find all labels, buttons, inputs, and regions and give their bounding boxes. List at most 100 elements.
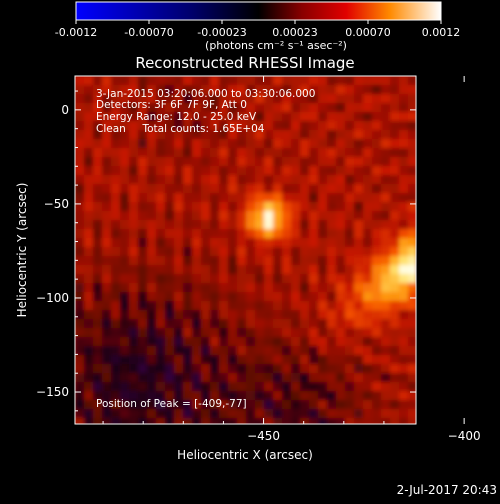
heatmap-cell <box>363 328 373 338</box>
heatmap-cell <box>318 76 328 86</box>
heatmap-cell <box>291 166 301 176</box>
heatmap-cell <box>408 256 416 266</box>
heatmap-cell <box>291 193 301 203</box>
heatmap-cell <box>282 184 292 194</box>
heatmap-cell <box>192 319 202 329</box>
heatmap-cell <box>84 94 94 104</box>
heatmap-cell <box>273 310 283 320</box>
heatmap-cell <box>183 400 193 410</box>
heatmap-cell <box>273 220 283 230</box>
heatmap-cell <box>93 355 103 365</box>
heatmap-cell <box>174 418 184 424</box>
heatmap-cell <box>192 274 202 284</box>
heatmap-cell <box>93 256 103 266</box>
heatmap-cell <box>282 364 292 374</box>
heatmap-cell <box>345 319 355 329</box>
heatmap-cell <box>354 85 364 95</box>
heatmap-cell <box>84 157 94 167</box>
heatmap-cell <box>255 220 265 230</box>
heatmap-cell <box>75 211 85 221</box>
heatmap-cell <box>93 85 103 95</box>
heatmap-cell <box>192 112 202 122</box>
heatmap-cell <box>300 400 310 410</box>
heatmap-cell <box>156 220 166 230</box>
heatmap-cell <box>300 220 310 230</box>
heatmap-cell <box>75 247 85 257</box>
heatmap-cell <box>264 130 274 140</box>
heatmap-cell <box>93 391 103 401</box>
heatmap-cell <box>264 319 274 329</box>
heatmap-cell <box>201 247 211 257</box>
heatmap-cell <box>264 139 274 149</box>
heatmap-cell <box>93 310 103 320</box>
heatmap-cell <box>156 76 166 86</box>
heatmap-cell <box>192 292 202 302</box>
heatmap-cell <box>75 148 85 158</box>
heatmap-cell <box>129 229 139 239</box>
heatmap-cell <box>237 175 247 185</box>
heatmap-cell <box>93 382 103 392</box>
heatmap-cell <box>291 283 301 293</box>
heatmap-cell <box>282 148 292 158</box>
heatmap-cell <box>291 409 301 419</box>
heatmap-cell <box>408 364 416 374</box>
heatmap-cell <box>237 94 247 104</box>
heatmap-cell <box>102 76 112 86</box>
heatmap-cell <box>75 355 85 365</box>
heatmap-cell <box>363 355 373 365</box>
heatmap-cell <box>192 256 202 266</box>
heatmap-cell <box>345 328 355 338</box>
heatmap-cell <box>120 337 130 347</box>
heatmap-cell <box>192 220 202 230</box>
heatmap-cell <box>93 130 103 140</box>
heatmap-cell <box>129 391 139 401</box>
heatmap-cell <box>156 85 166 95</box>
heatmap-cell <box>318 157 328 167</box>
heatmap-cell <box>93 202 103 212</box>
heatmap-cell <box>381 391 391 401</box>
heatmap-cell <box>93 139 103 149</box>
heatmap-cell <box>102 148 112 158</box>
colorbar <box>75 1 442 21</box>
heatmap-cell <box>246 274 256 284</box>
heatmap-cell <box>228 157 238 167</box>
heatmap-cell <box>111 220 121 230</box>
heatmap-cell <box>111 229 121 239</box>
heatmap-cell <box>75 391 85 401</box>
heatmap-cell <box>183 121 193 131</box>
heatmap-cell <box>264 409 274 419</box>
heatmap-cell <box>399 355 409 365</box>
heatmap-cell <box>183 211 193 221</box>
heatmap-cell <box>363 247 373 257</box>
heatmap-cell <box>156 229 166 239</box>
heatmap-cell <box>336 256 346 266</box>
heatmap-cell <box>399 373 409 383</box>
heatmap-cell <box>309 76 319 86</box>
heatmap-cell <box>246 310 256 320</box>
heatmap-cell <box>93 238 103 248</box>
heatmap-cell <box>147 130 157 140</box>
heatmap-cell <box>183 229 193 239</box>
heatmap-cell <box>354 130 364 140</box>
heatmap-cell <box>390 220 400 230</box>
heatmap-cell <box>354 400 364 410</box>
heatmap-cell <box>111 400 121 410</box>
heatmap-cell <box>156 112 166 122</box>
heatmap-cell <box>156 355 166 365</box>
heatmap-cell <box>408 319 416 329</box>
colorbar-tick-label: -0.0012 <box>55 26 97 39</box>
heatmap-cell <box>210 175 220 185</box>
heatmap-cell <box>354 319 364 329</box>
heatmap-cell <box>120 391 130 401</box>
heatmap-cell <box>309 400 319 410</box>
heatmap-cell <box>282 175 292 185</box>
heatmap-cell <box>129 346 139 356</box>
heatmap-cell <box>219 202 229 212</box>
heatmap-cell <box>408 76 416 86</box>
heatmap-cell <box>156 256 166 266</box>
heatmap-cell <box>327 292 337 302</box>
heatmap-cell <box>363 346 373 356</box>
heatmap-cell <box>147 229 157 239</box>
heatmap-cell <box>327 121 337 131</box>
heatmap-cell <box>381 202 391 212</box>
